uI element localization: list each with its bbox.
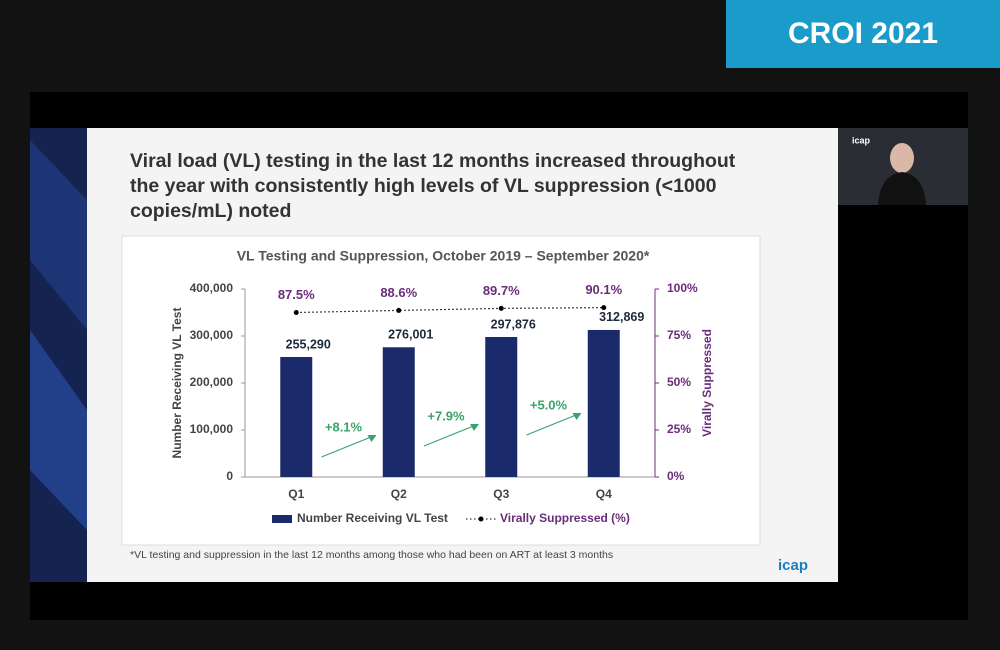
annotation-arrowhead [572,413,582,420]
y-tick-label: 0 [226,469,233,483]
y2-tick-label: 75% [667,328,691,342]
y2-axis-label: Virally Suppressed [700,329,714,437]
x-tick-label: Q1 [288,487,304,501]
chart-frame [121,235,761,546]
line-point [396,307,402,313]
y-tick-label: 100,000 [190,422,234,436]
slide-title: Viral load (VL) testing in the last 12 m… [130,150,736,172]
annotation-arrowhead [470,424,479,431]
slide-decoration [30,330,87,530]
bar-value-label: 312,869 [599,310,644,324]
y2-tick-label: 100% [667,281,698,295]
bar [587,329,620,477]
legend-swatch [272,515,292,523]
line [296,307,604,314]
x-tick-label: Q3 [493,487,509,501]
line-point [293,310,299,315]
x-tick-label: Q4 [596,487,612,501]
annotation: +7.9% [427,408,465,423]
legend-label: Virally Suppressed (%) [500,511,630,525]
line-value-label: 90.1% [585,282,622,297]
slide-title: copies/mL) noted [130,200,291,222]
bar [280,357,313,477]
y-tick-label: 200,000 [190,375,234,389]
annotation-arrowhead [367,435,377,442]
line-value-label: 89.7% [483,283,520,298]
footnote: *VL testing and suppression in the last … [130,549,613,561]
annotation-arrow [423,424,477,447]
bar-value-label: 297,876 [491,317,536,331]
y2-tick-label: 25% [667,422,691,436]
bar-value-label: 276,001 [388,328,433,342]
bar [485,336,518,477]
line-value-label: 87.5% [278,287,315,302]
y2-tick-label: 50% [667,375,691,389]
logo-small: icap [852,135,871,145]
slide-title: the year with consistently high levels o… [130,175,717,197]
speaker [878,172,926,205]
annotation-arrow [526,413,579,436]
x-tick-label: Q2 [391,487,407,501]
banner-text: CROI 2021 [788,17,938,50]
chart-title: VL Testing and Suppression, October 2019… [237,248,650,264]
line-value-label: 88.6% [380,285,417,300]
banner [726,0,1000,68]
annotation: +5.0% [530,397,568,412]
y-tick-label: 400,000 [190,281,234,295]
logo: icap [778,557,808,574]
legend-label: Number Receiving VL Test [297,511,448,525]
legend-swatch [478,516,484,522]
speaker [890,143,914,173]
line-point [498,305,504,311]
bar [382,347,415,477]
y-tick-label: 300,000 [190,328,234,342]
annotation-arrow [321,435,374,458]
bar-value-label: 255,290 [286,337,331,351]
annotation: +8.1% [325,419,363,434]
slide-decoration [30,140,87,330]
y2-tick-label: 0% [667,469,685,483]
y-axis-label: Number Receiving VL Test [170,308,184,459]
line-point [601,305,607,311]
